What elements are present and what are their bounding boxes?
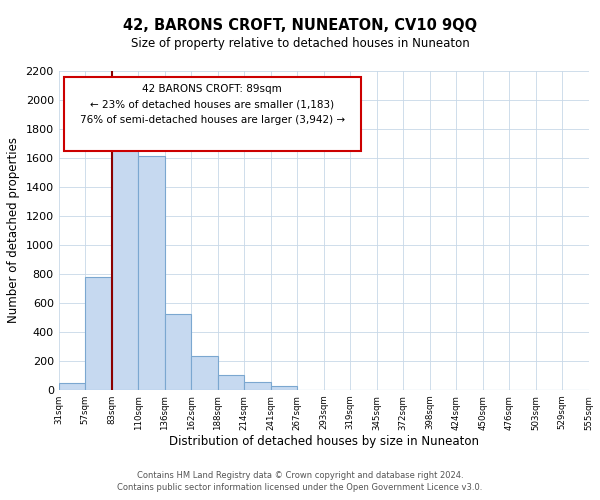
Bar bbox=[85, 276, 112, 390]
FancyBboxPatch shape bbox=[64, 78, 361, 150]
Bar bbox=[59, 382, 85, 390]
Y-axis label: Number of detached properties: Number of detached properties bbox=[7, 138, 20, 324]
Text: Contains HM Land Registry data © Crown copyright and database right 2024.
Contai: Contains HM Land Registry data © Crown c… bbox=[118, 471, 482, 492]
Text: 42, BARONS CROFT, NUNEATON, CV10 9QQ: 42, BARONS CROFT, NUNEATON, CV10 9QQ bbox=[123, 18, 477, 32]
Bar bbox=[271, 386, 297, 390]
Bar bbox=[218, 374, 244, 390]
Bar bbox=[244, 382, 271, 390]
Text: Size of property relative to detached houses in Nuneaton: Size of property relative to detached ho… bbox=[131, 38, 469, 51]
Bar bbox=[191, 356, 218, 390]
Text: 42 BARONS CROFT: 89sqm
← 23% of detached houses are smaller (1,183)
76% of semi-: 42 BARONS CROFT: 89sqm ← 23% of detached… bbox=[80, 84, 345, 125]
X-axis label: Distribution of detached houses by size in Nuneaton: Distribution of detached houses by size … bbox=[169, 435, 479, 448]
Bar bbox=[138, 156, 164, 390]
Bar bbox=[112, 124, 138, 390]
Bar bbox=[164, 314, 191, 390]
